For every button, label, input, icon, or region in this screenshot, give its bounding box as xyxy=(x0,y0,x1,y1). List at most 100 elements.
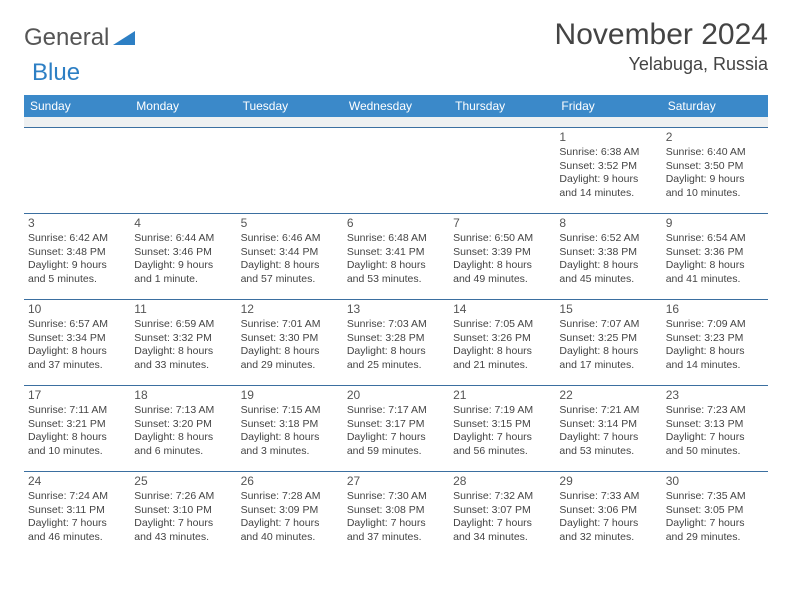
sunset-text: Sunset: 3:20 PM xyxy=(134,418,232,432)
daylight-text: Daylight: 7 hours and 34 minutes. xyxy=(453,517,551,544)
month-title: November 2024 xyxy=(555,18,768,52)
sunset-text: Sunset: 3:06 PM xyxy=(559,504,657,518)
daylight-text: Daylight: 8 hours and 37 minutes. xyxy=(28,345,126,372)
daylight-text: Daylight: 7 hours and 46 minutes. xyxy=(28,517,126,544)
day-number: 15 xyxy=(559,302,657,318)
sunset-text: Sunset: 3:39 PM xyxy=(453,246,551,260)
day-number: 5 xyxy=(241,216,339,232)
day-number: 4 xyxy=(134,216,232,232)
calendar-day-cell: 14Sunrise: 7:05 AMSunset: 3:26 PMDayligh… xyxy=(449,299,555,385)
day-number: 28 xyxy=(453,474,551,490)
sunrise-text: Sunrise: 7:19 AM xyxy=(453,404,551,418)
day-number: 13 xyxy=(347,302,445,318)
sunset-text: Sunset: 3:17 PM xyxy=(347,418,445,432)
logo-text-general: General xyxy=(24,24,109,52)
sunrise-text: Sunrise: 6:52 AM xyxy=(559,232,657,246)
sunrise-text: Sunrise: 6:54 AM xyxy=(666,232,764,246)
daylight-text: Daylight: 9 hours and 5 minutes. xyxy=(28,259,126,286)
calendar-week-row: 17Sunrise: 7:11 AMSunset: 3:21 PMDayligh… xyxy=(24,385,768,471)
sunrise-text: Sunrise: 7:28 AM xyxy=(241,490,339,504)
calendar-week-row: 10Sunrise: 6:57 AMSunset: 3:34 PMDayligh… xyxy=(24,299,768,385)
calendar-day-cell: 9Sunrise: 6:54 AMSunset: 3:36 PMDaylight… xyxy=(662,213,768,299)
sunset-text: Sunset: 3:41 PM xyxy=(347,246,445,260)
sunrise-text: Sunrise: 7:13 AM xyxy=(134,404,232,418)
day-number: 8 xyxy=(559,216,657,232)
calendar-day-cell xyxy=(237,127,343,213)
calendar-day-cell: 30Sunrise: 7:35 AMSunset: 3:05 PMDayligh… xyxy=(662,471,768,557)
daylight-text: Daylight: 7 hours and 32 minutes. xyxy=(559,517,657,544)
day-number: 1 xyxy=(559,130,657,146)
calendar-day-cell: 20Sunrise: 7:17 AMSunset: 3:17 PMDayligh… xyxy=(343,385,449,471)
sunrise-text: Sunrise: 7:15 AM xyxy=(241,404,339,418)
daylight-text: Daylight: 8 hours and 14 minutes. xyxy=(666,345,764,372)
day-number: 12 xyxy=(241,302,339,318)
day-number: 17 xyxy=(28,388,126,404)
sunset-text: Sunset: 3:13 PM xyxy=(666,418,764,432)
daylight-text: Daylight: 7 hours and 37 minutes. xyxy=(347,517,445,544)
sunrise-text: Sunrise: 6:57 AM xyxy=(28,318,126,332)
sunrise-text: Sunrise: 7:17 AM xyxy=(347,404,445,418)
sunset-text: Sunset: 3:28 PM xyxy=(347,332,445,346)
calendar-day-cell xyxy=(24,127,130,213)
day-number: 2 xyxy=(666,130,764,146)
sunset-text: Sunset: 3:46 PM xyxy=(134,246,232,260)
calendar-day-cell: 25Sunrise: 7:26 AMSunset: 3:10 PMDayligh… xyxy=(130,471,236,557)
calendar-day-cell xyxy=(130,127,236,213)
daylight-text: Daylight: 8 hours and 49 minutes. xyxy=(453,259,551,286)
sunrise-text: Sunrise: 7:33 AM xyxy=(559,490,657,504)
calendar-day-cell: 7Sunrise: 6:50 AMSunset: 3:39 PMDaylight… xyxy=(449,213,555,299)
title-block: November 2024 Yelabuga, Russia xyxy=(555,18,768,75)
sunset-text: Sunset: 3:48 PM xyxy=(28,246,126,260)
weekday-header: Wednesday xyxy=(343,95,449,117)
calendar-day-cell: 12Sunrise: 7:01 AMSunset: 3:30 PMDayligh… xyxy=(237,299,343,385)
sunset-text: Sunset: 3:25 PM xyxy=(559,332,657,346)
daylight-text: Daylight: 7 hours and 53 minutes. xyxy=(559,431,657,458)
daylight-text: Daylight: 9 hours and 1 minute. xyxy=(134,259,232,286)
calendar-day-cell: 29Sunrise: 7:33 AMSunset: 3:06 PMDayligh… xyxy=(555,471,661,557)
sunrise-text: Sunrise: 7:26 AM xyxy=(134,490,232,504)
daylight-text: Daylight: 8 hours and 10 minutes. xyxy=(28,431,126,458)
sunset-text: Sunset: 3:10 PM xyxy=(134,504,232,518)
calendar-day-cell: 13Sunrise: 7:03 AMSunset: 3:28 PMDayligh… xyxy=(343,299,449,385)
daylight-text: Daylight: 8 hours and 33 minutes. xyxy=(134,345,232,372)
sunset-text: Sunset: 3:21 PM xyxy=(28,418,126,432)
daylight-text: Daylight: 7 hours and 43 minutes. xyxy=(134,517,232,544)
calendar-day-cell: 18Sunrise: 7:13 AMSunset: 3:20 PMDayligh… xyxy=(130,385,236,471)
daylight-text: Daylight: 7 hours and 40 minutes. xyxy=(241,517,339,544)
sunrise-text: Sunrise: 6:38 AM xyxy=(559,146,657,160)
day-number: 3 xyxy=(28,216,126,232)
daylight-text: Daylight: 7 hours and 56 minutes. xyxy=(453,431,551,458)
daylight-text: Daylight: 8 hours and 53 minutes. xyxy=(347,259,445,286)
calendar-table: SundayMondayTuesdayWednesdayThursdayFrid… xyxy=(24,95,768,557)
calendar-day-cell: 5Sunrise: 6:46 AMSunset: 3:44 PMDaylight… xyxy=(237,213,343,299)
day-number: 14 xyxy=(453,302,551,318)
sunset-text: Sunset: 3:44 PM xyxy=(241,246,339,260)
daylight-text: Daylight: 8 hours and 45 minutes. xyxy=(559,259,657,286)
day-number: 18 xyxy=(134,388,232,404)
daylight-text: Daylight: 8 hours and 21 minutes. xyxy=(453,345,551,372)
sunset-text: Sunset: 3:26 PM xyxy=(453,332,551,346)
calendar-day-cell: 10Sunrise: 6:57 AMSunset: 3:34 PMDayligh… xyxy=(24,299,130,385)
calendar-day-cell: 11Sunrise: 6:59 AMSunset: 3:32 PMDayligh… xyxy=(130,299,236,385)
logo-text-blue: Blue xyxy=(32,59,80,86)
weekday-header: Tuesday xyxy=(237,95,343,117)
sunset-text: Sunset: 3:05 PM xyxy=(666,504,764,518)
calendar-day-cell: 8Sunrise: 6:52 AMSunset: 3:38 PMDaylight… xyxy=(555,213,661,299)
sunrise-text: Sunrise: 6:59 AM xyxy=(134,318,232,332)
sunrise-text: Sunrise: 7:05 AM xyxy=(453,318,551,332)
day-number: 22 xyxy=(559,388,657,404)
day-number: 24 xyxy=(28,474,126,490)
calendar-week-row: 1Sunrise: 6:38 AMSunset: 3:52 PMDaylight… xyxy=(24,127,768,213)
sunset-text: Sunset: 3:07 PM xyxy=(453,504,551,518)
calendar-day-cell: 19Sunrise: 7:15 AMSunset: 3:18 PMDayligh… xyxy=(237,385,343,471)
daylight-text: Daylight: 8 hours and 6 minutes. xyxy=(134,431,232,458)
sunset-text: Sunset: 3:14 PM xyxy=(559,418,657,432)
weekday-header: Thursday xyxy=(449,95,555,117)
gap-cell xyxy=(237,117,343,127)
day-number: 29 xyxy=(559,474,657,490)
calendar-day-cell: 17Sunrise: 7:11 AMSunset: 3:21 PMDayligh… xyxy=(24,385,130,471)
calendar-week-row: 3Sunrise: 6:42 AMSunset: 3:48 PMDaylight… xyxy=(24,213,768,299)
sunrise-text: Sunrise: 7:24 AM xyxy=(28,490,126,504)
sunset-text: Sunset: 3:08 PM xyxy=(347,504,445,518)
weekday-header: Saturday xyxy=(662,95,768,117)
